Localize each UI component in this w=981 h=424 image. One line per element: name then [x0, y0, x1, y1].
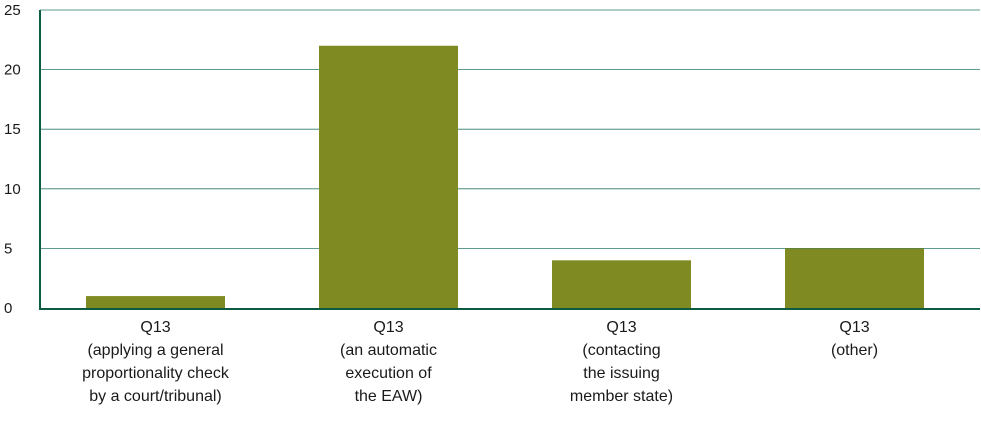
bar	[552, 260, 691, 308]
x-category-label-line: the EAW)	[355, 388, 423, 405]
x-category-labels: Q13 (applying a general proportionality ch…	[82, 319, 878, 405]
x-category-label-line: (contacting	[582, 342, 660, 359]
y-tick-label: 25	[4, 2, 21, 19]
x-category-label: Q13 (applying a general proportionality ch…	[82, 319, 230, 405]
bar	[785, 248, 924, 308]
gridlines	[40, 9, 980, 249]
bar	[319, 45, 458, 308]
y-tick-label: 5	[4, 240, 12, 257]
bars	[86, 45, 924, 308]
x-category-label-line: (other)	[831, 342, 878, 359]
x-category-label-line: (an automatic	[340, 342, 437, 359]
x-category-label: Q13 (an automatic execution of the EAW)	[340, 319, 437, 405]
x-category-label-line: by a court/tribunal)	[89, 388, 222, 405]
x-category-label-line: (applying a general	[87, 342, 223, 359]
y-tick-labels: 0 5 10 15 20 25	[4, 2, 21, 317]
y-tick-label: 20	[4, 62, 21, 79]
x-category-label-line: execution of	[345, 365, 432, 382]
x-category-label-line: Q13	[373, 319, 403, 336]
y-tick-label: 15	[4, 121, 21, 138]
y-tick-label: 0	[4, 300, 12, 317]
x-category-label-line: proportionality check	[82, 365, 230, 382]
axes	[39, 10, 980, 310]
y-tick-label: 10	[4, 181, 21, 198]
x-category-label-line: Q13	[140, 319, 170, 336]
bar	[86, 296, 225, 308]
x-category-label: Q13 (other)	[831, 319, 878, 359]
x-category-label-line: member state)	[570, 388, 673, 405]
x-category-label-line: the issuing	[583, 365, 660, 382]
x-category-label-line: Q13	[606, 319, 636, 336]
x-category-label: Q13 (contacting the issuing member state)	[570, 319, 673, 405]
x-category-label-line: Q13	[839, 319, 869, 336]
